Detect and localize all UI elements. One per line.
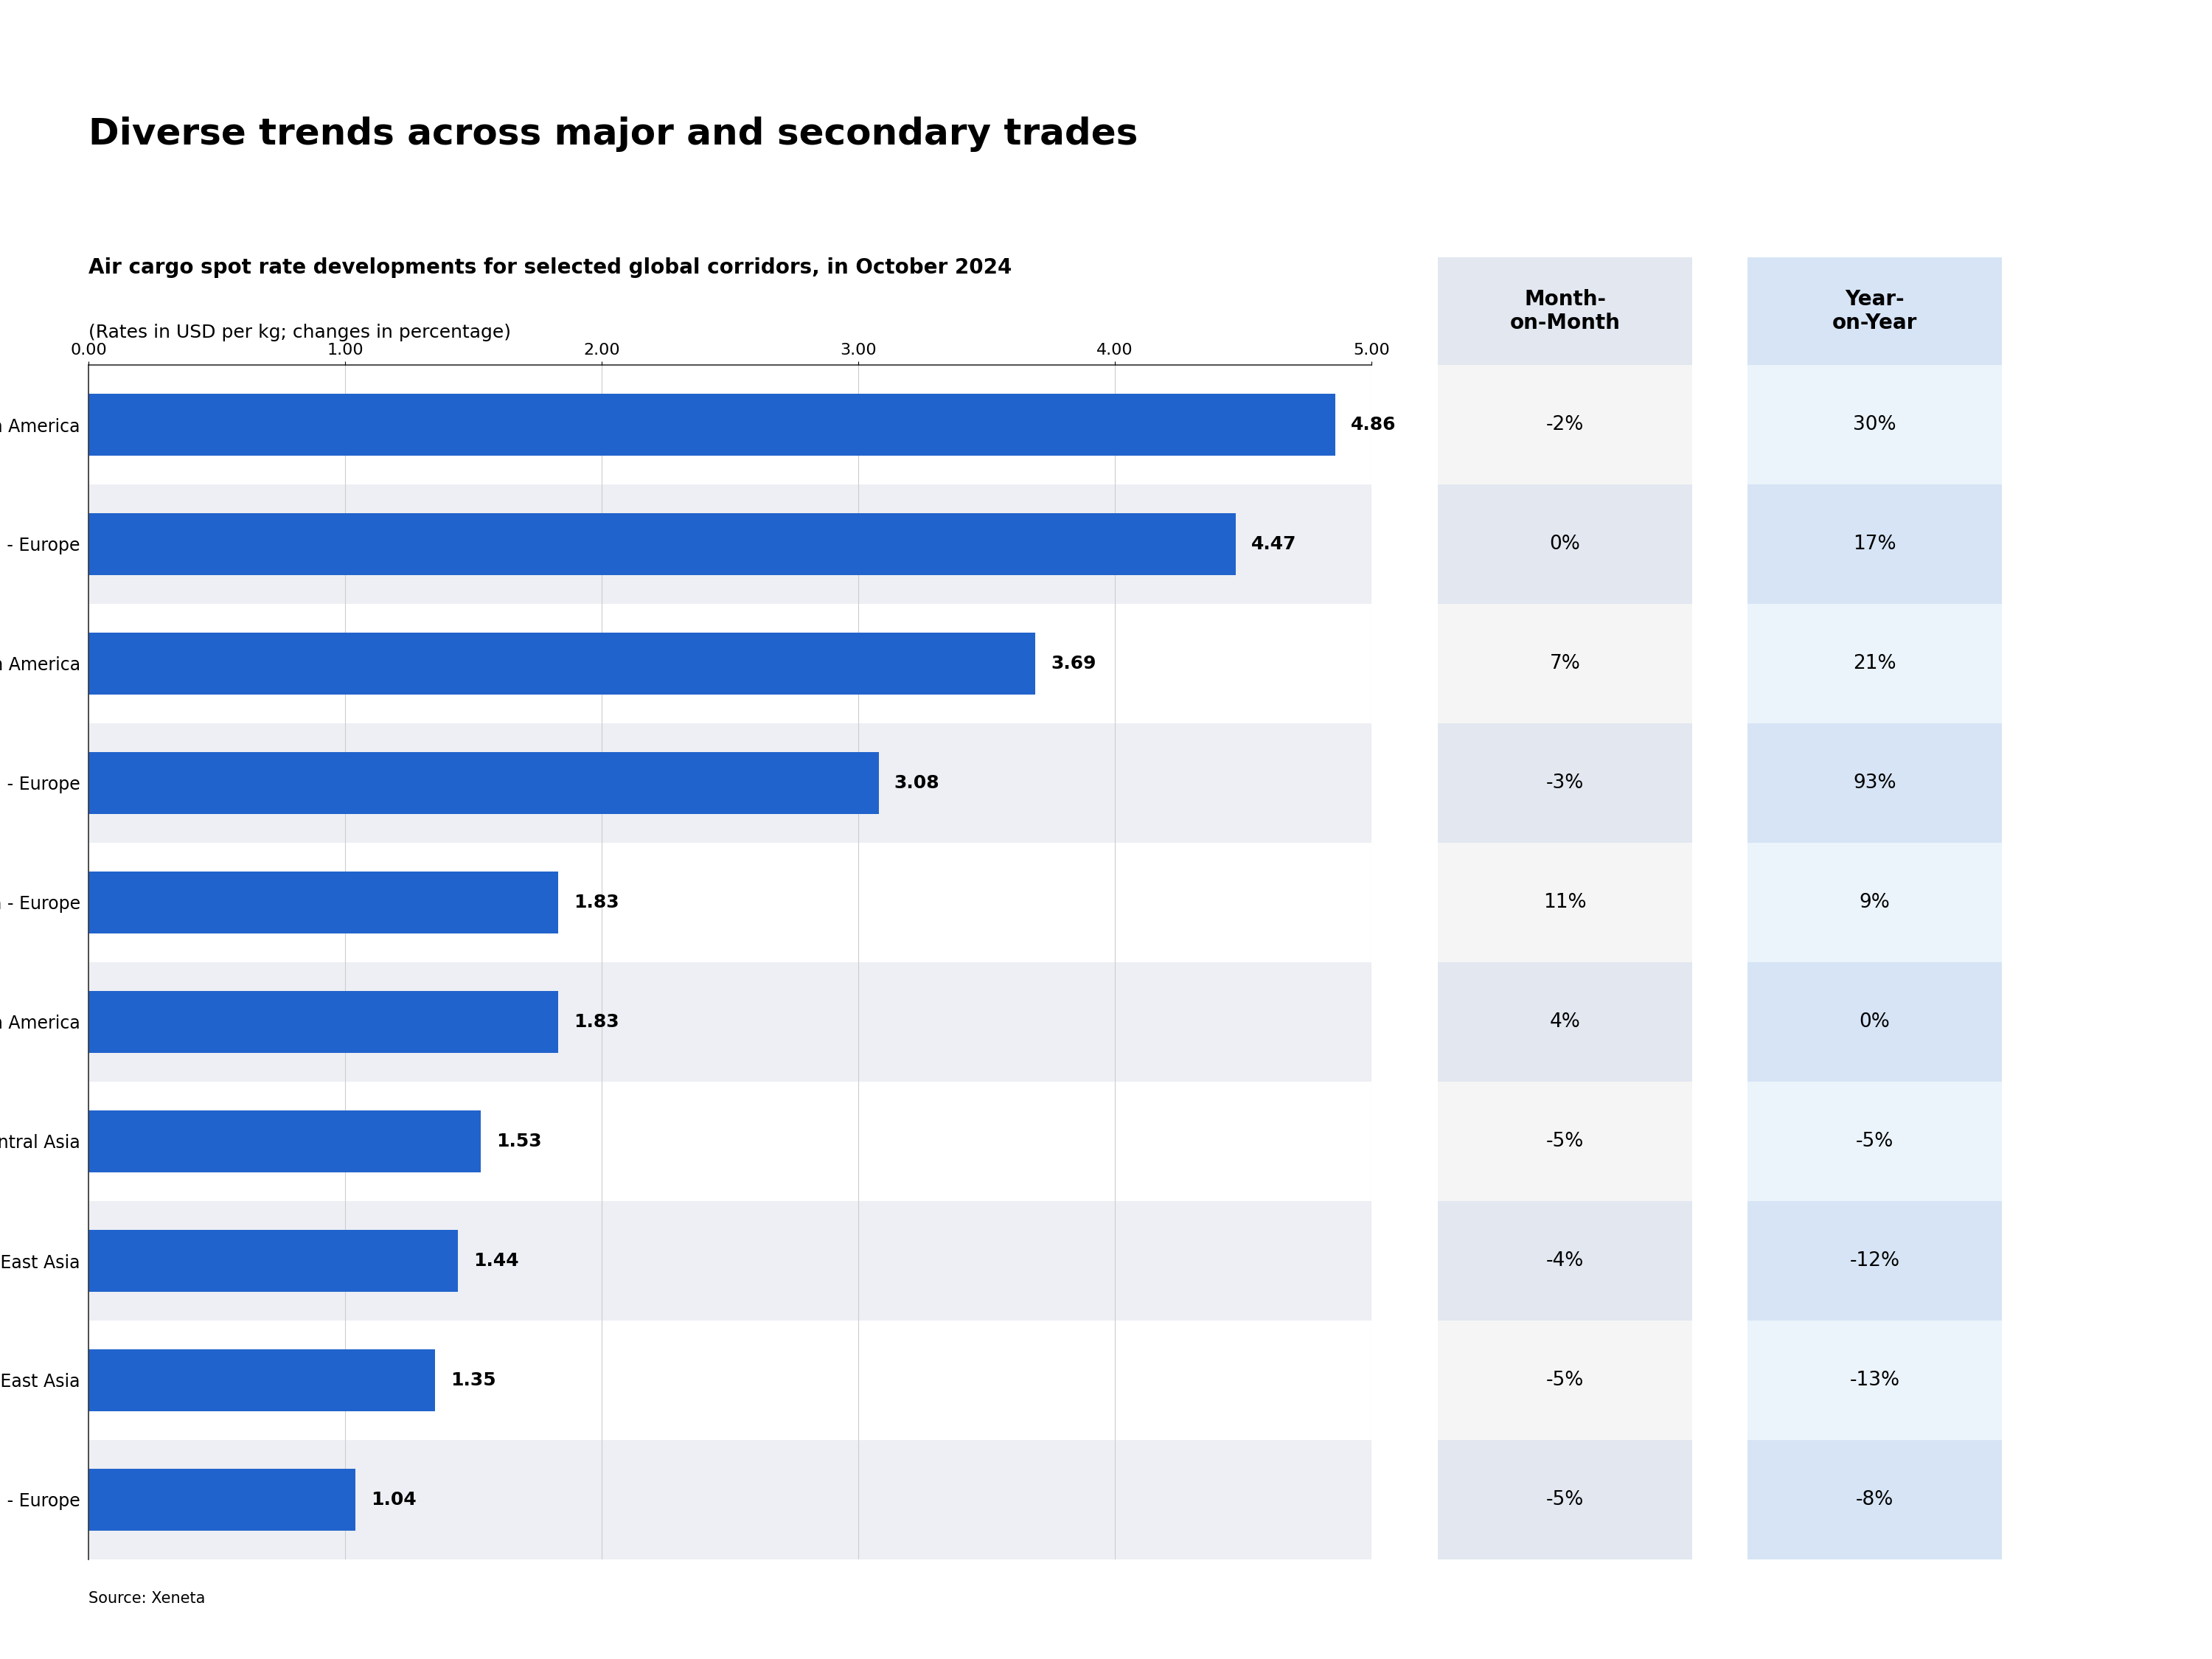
Bar [88, 513, 1237, 576]
Text: Source: Xeneta: Source: Xeneta [88, 1591, 206, 1606]
Bar [1438, 1201, 1692, 1321]
Text: 3.69: 3.69 [1051, 655, 1097, 672]
Text: 30%: 30% [1854, 415, 1896, 435]
Text: 3.08: 3.08 [894, 775, 940, 791]
Text: 17%: 17% [1854, 534, 1896, 554]
Bar [1438, 604, 1692, 723]
Text: 1.83: 1.83 [573, 894, 619, 911]
Bar [1747, 843, 2002, 962]
Bar [0, 365, 2212, 484]
Bar [0, 843, 2212, 962]
Text: -5%: -5% [1856, 1131, 1893, 1151]
Bar [88, 1229, 458, 1292]
Text: Diverse trends across major and secondary trades: Diverse trends across major and secondar… [88, 116, 1137, 151]
Bar [0, 1201, 2212, 1321]
Bar [1438, 365, 1692, 484]
Text: 9%: 9% [1860, 893, 1889, 912]
Bar [88, 632, 1035, 695]
Bar [1747, 1440, 2002, 1559]
Bar [0, 962, 2212, 1082]
Text: 4%: 4% [1551, 1012, 1579, 1032]
Text: 0%: 0% [1860, 1012, 1889, 1032]
Text: -2%: -2% [1546, 415, 1584, 435]
Text: 0%: 0% [1551, 534, 1579, 554]
Bar [88, 990, 557, 1053]
Bar [88, 393, 1336, 456]
Bar [0, 723, 2212, 843]
Text: -8%: -8% [1856, 1490, 1893, 1510]
Bar [1747, 604, 2002, 723]
Text: 4.47: 4.47 [1250, 536, 1296, 552]
Bar [88, 1468, 356, 1531]
Bar [1438, 962, 1692, 1082]
Text: 1.04: 1.04 [372, 1491, 416, 1508]
Text: Air cargo spot rate developments for selected global corridors, in October 2024: Air cargo spot rate developments for sel… [88, 257, 1011, 277]
Text: -3%: -3% [1546, 773, 1584, 793]
Bar [88, 1349, 436, 1412]
Bar [1747, 484, 2002, 604]
Text: 4.86: 4.86 [1352, 416, 1396, 433]
Text: -12%: -12% [1849, 1251, 1900, 1271]
Text: 21%: 21% [1854, 654, 1896, 674]
Bar [1438, 1321, 1692, 1440]
Text: 1.35: 1.35 [451, 1372, 495, 1389]
Text: -5%: -5% [1546, 1370, 1584, 1390]
Bar [88, 871, 557, 934]
Text: 1.44: 1.44 [473, 1253, 520, 1269]
Text: -5%: -5% [1546, 1490, 1584, 1510]
Bar [1438, 843, 1692, 962]
Text: 11%: 11% [1544, 893, 1586, 912]
Bar [1747, 723, 2002, 843]
Bar [1747, 1082, 2002, 1201]
Bar [88, 752, 878, 815]
Text: -4%: -4% [1546, 1251, 1584, 1271]
Bar [88, 1110, 480, 1173]
Text: -13%: -13% [1849, 1370, 1900, 1390]
Bar [1747, 1201, 2002, 1321]
Text: 1.83: 1.83 [573, 1014, 619, 1030]
Text: (Rates in USD per kg; changes in percentage): (Rates in USD per kg; changes in percent… [88, 324, 511, 342]
Bar [0, 1440, 2212, 1559]
Bar [0, 1321, 2212, 1440]
Bar [1438, 1440, 1692, 1559]
Bar [1747, 1321, 2002, 1440]
Text: 1.53: 1.53 [495, 1133, 542, 1150]
Bar [1438, 484, 1692, 604]
Bar [1747, 365, 2002, 484]
Bar [0, 1082, 2212, 1201]
Text: 7%: 7% [1551, 654, 1579, 674]
Bar [1438, 1082, 1692, 1201]
Bar [1438, 723, 1692, 843]
Text: 93%: 93% [1854, 773, 1896, 793]
Bar [1747, 962, 2002, 1082]
Text: Year-
on-Year: Year- on-Year [1832, 289, 1918, 333]
Text: Month-
on-Month: Month- on-Month [1511, 289, 1619, 333]
Bar [0, 604, 2212, 723]
Text: -5%: -5% [1546, 1131, 1584, 1151]
Bar [0, 484, 2212, 604]
